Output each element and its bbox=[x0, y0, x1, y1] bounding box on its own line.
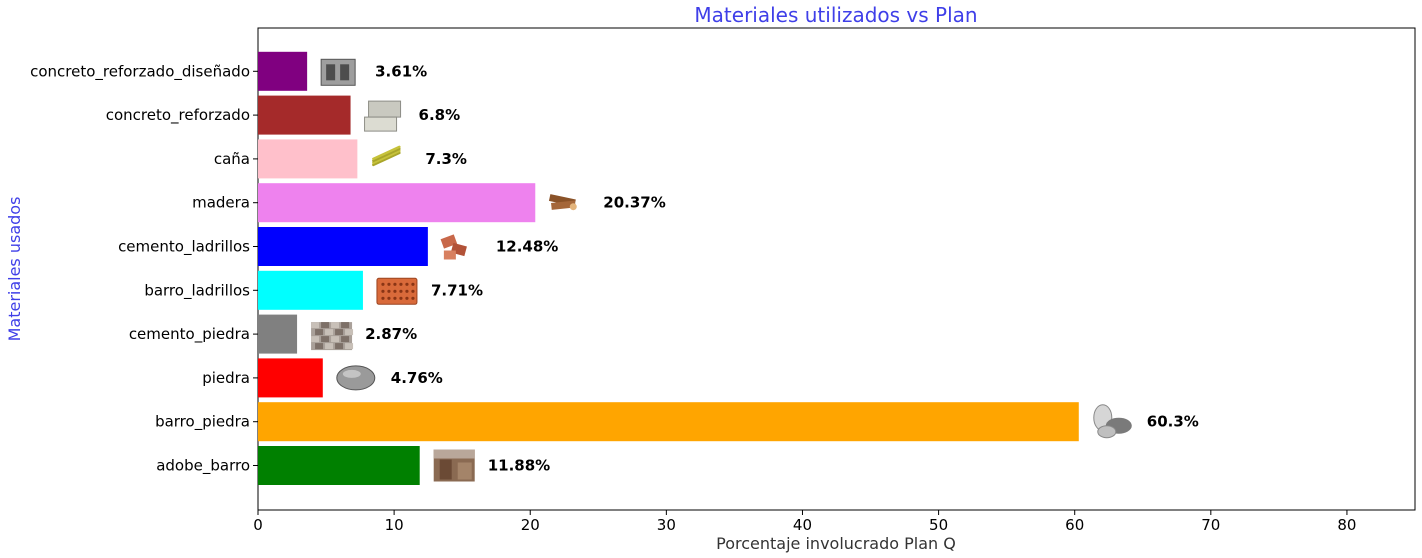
data-label: 11.88% bbox=[488, 457, 550, 475]
y-axis-title: Materiales usados bbox=[5, 197, 24, 342]
data-label: 2.87% bbox=[365, 325, 417, 343]
river-stones-icon bbox=[1093, 404, 1132, 439]
cane-icon bbox=[372, 145, 401, 167]
bar-barro_ladrillos bbox=[258, 270, 363, 310]
wood-logs-icon bbox=[548, 194, 577, 211]
data-label: 20.37% bbox=[603, 194, 665, 212]
x-tick-label: 80 bbox=[1337, 516, 1356, 534]
bar-piedra bbox=[258, 358, 323, 398]
cement-bricks-icon bbox=[440, 234, 467, 260]
data-label: 7.3% bbox=[425, 150, 467, 168]
x-tick-label: 60 bbox=[1065, 516, 1084, 534]
adobe-wall-icon bbox=[433, 449, 475, 482]
bar-barro_piedra bbox=[258, 402, 1079, 442]
stone-wall-icon bbox=[311, 322, 354, 351]
x-tick-label: 30 bbox=[657, 516, 676, 534]
data-label: 4.76% bbox=[391, 369, 443, 387]
x-tick-label: 50 bbox=[929, 516, 948, 534]
y-tick-label: piedra bbox=[202, 369, 250, 387]
bar-concreto_reforzado bbox=[258, 95, 351, 135]
plot-area: 0 10 20 30 40 50 60 70 80 adobe_barro 11.88% barro_… bbox=[30, 27, 1416, 534]
chart-title: Materiales utilizados vs Plan bbox=[694, 3, 977, 27]
concrete-blocks-icon bbox=[364, 100, 402, 132]
y-tick-label: barro_ladrillos bbox=[144, 281, 250, 300]
y-tick-label: concreto_reforzado bbox=[106, 106, 250, 125]
data-label: 6.8% bbox=[419, 106, 461, 124]
rock-icon bbox=[336, 365, 376, 391]
bar-cemento_piedra bbox=[258, 314, 298, 354]
bar-cemento_ladrillos bbox=[258, 227, 428, 266]
bar-madera bbox=[258, 183, 536, 223]
x-axis-title: Porcentaje involucrado Plan Q bbox=[716, 534, 956, 553]
x-tick-label: 0 bbox=[253, 516, 263, 534]
clay-brick-icon bbox=[376, 277, 418, 305]
data-label: 3.61% bbox=[375, 62, 427, 80]
designed-concrete-block-icon bbox=[320, 58, 356, 86]
x-tick-label: 40 bbox=[793, 516, 812, 534]
bar-caña bbox=[258, 139, 358, 179]
plot-frame bbox=[257, 27, 1416, 511]
y-tick-label: madera bbox=[192, 194, 250, 212]
bar-adobe_barro bbox=[258, 446, 420, 485]
x-tick-label: 10 bbox=[385, 516, 404, 534]
data-label: 12.48% bbox=[496, 238, 558, 256]
data-label: 60.3% bbox=[1147, 413, 1199, 431]
y-tick-label: cemento_piedra bbox=[129, 325, 250, 344]
x-tick-label: 70 bbox=[1201, 516, 1220, 534]
y-tick-label: adobe_barro bbox=[156, 457, 250, 476]
y-tick-label: caña bbox=[214, 150, 250, 168]
bar-concreto_reforzado_diseñado bbox=[258, 51, 308, 91]
y-tick-label: cemento_ladrillos bbox=[118, 238, 250, 257]
data-label: 7.71% bbox=[431, 281, 483, 299]
x-tick-label: 20 bbox=[521, 516, 540, 534]
y-tick-label: concreto_reforzado_diseñado bbox=[30, 62, 250, 81]
y-tick-label: barro_piedra bbox=[155, 413, 250, 432]
